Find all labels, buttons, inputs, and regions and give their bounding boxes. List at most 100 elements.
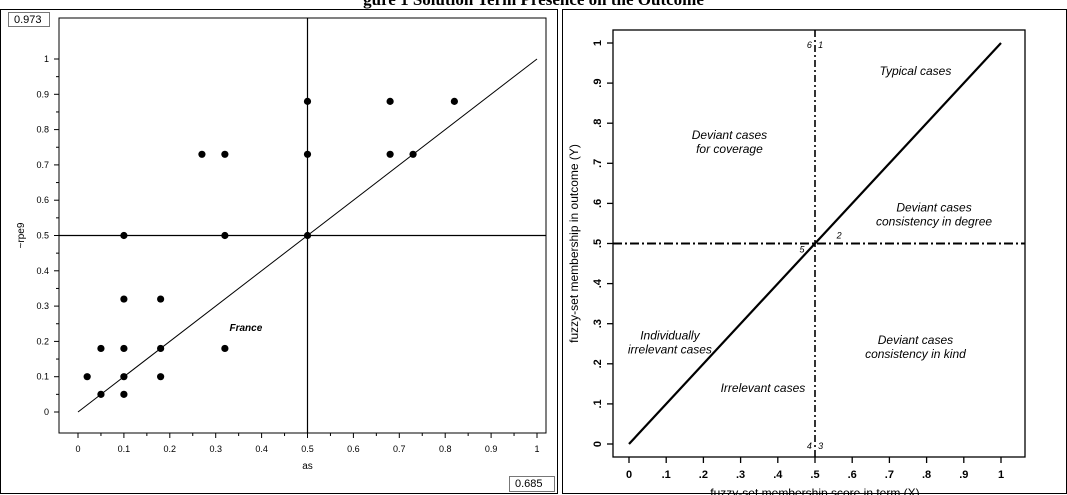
data-point <box>97 344 105 353</box>
zone-number: 2 <box>836 230 842 240</box>
x-tick-label: 0.9 <box>485 444 498 454</box>
scatter-plot: 0 0.1 0.2 0.3 0.4 0.5 0.6 0.7 0.8 0.9 1 0 0.1 0.2 0.3 0… <box>16 17 547 472</box>
y-tick-label: 0.1 <box>36 372 49 382</box>
x-tick-label: 0.6 <box>347 444 360 454</box>
x-tick-label: 0.5 <box>301 444 314 454</box>
y-tick-label: .9 <box>592 79 604 88</box>
data-point <box>386 97 394 105</box>
zone-number: 6 <box>807 40 812 50</box>
region-label: Individually irrelevant cases <box>628 329 712 357</box>
x-tick-label: 1 <box>534 444 539 454</box>
y-tick-label: 0.5 <box>36 231 49 241</box>
data-point <box>221 344 229 353</box>
x-tick-label: 0.8 <box>439 444 452 454</box>
zone-number: 3 <box>818 441 823 451</box>
zone-number: 5 <box>799 245 805 255</box>
y-tick-label: .5 <box>592 239 604 248</box>
data-point <box>450 97 458 105</box>
x-tick-label: .7 <box>885 469 894 481</box>
y-axis-title: ~rpe9 <box>16 222 27 248</box>
x-tick-label: 0 <box>75 444 80 454</box>
x-tick-label: .9 <box>959 469 968 481</box>
y-tick-label: 0.9 <box>36 89 49 99</box>
y-tick-label: .7 <box>592 159 604 168</box>
x-tick-label: 0.4 <box>255 444 268 454</box>
data-point <box>157 373 165 381</box>
quadrant-diagram: 0 .1 .2 .3 .4 .5 .6 .7 .8 .9 1 0 .1 .2 .3 .4 .5 .6 .7 .8 .9 1… <box>567 29 1026 495</box>
y-axis-title: fuzzy-set membership in outcome (Y) <box>567 144 581 343</box>
zone-number: 1 <box>818 40 823 50</box>
x-tick-label: 1 <box>998 469 1004 481</box>
x-tick-label: .6 <box>848 469 857 481</box>
top-value-box: 0.973 <box>8 12 50 27</box>
data-point <box>120 344 128 353</box>
region-label-line: consistency in degree <box>876 214 992 228</box>
y-tick-label: 1 <box>44 54 49 64</box>
x-tick-label: .1 <box>662 469 671 481</box>
data-point <box>97 390 105 398</box>
data-point <box>157 295 165 303</box>
region-label: Deviant cases consistency in kind <box>865 333 966 361</box>
x-tick-label: .8 <box>922 469 931 481</box>
quadrant-panel: 0 .1 .2 .3 .4 .5 .6 .7 .8 .9 1 0 .1 .2 .3 .4 .5 .6 .7 .8 .9 1… <box>562 9 1067 495</box>
x-tick-label: 0.3 <box>209 444 222 454</box>
diagonal-line <box>628 42 1002 445</box>
annotation-label: France <box>229 323 262 334</box>
y-tick-label: 0 <box>44 407 49 417</box>
region-label: Irrelevant cases <box>721 381 806 395</box>
y-tick-label: 0.8 <box>36 125 49 135</box>
data-point <box>157 344 165 353</box>
x-tick-label: 0.1 <box>118 444 131 454</box>
y-tick-label: .8 <box>592 119 604 128</box>
y-tick-label: .4 <box>592 278 604 288</box>
data-point <box>120 295 128 303</box>
data-point <box>83 373 91 381</box>
region-label-line: Deviant cases <box>692 128 767 142</box>
x-tick-label: .4 <box>773 469 783 481</box>
data-point <box>303 97 312 105</box>
data-point <box>303 231 312 240</box>
zone-number: 4 <box>807 441 812 451</box>
y-tick-label: .1 <box>592 399 604 408</box>
y-tick-label: 0.6 <box>36 195 49 205</box>
data-point <box>198 150 206 158</box>
plot-frame <box>58 17 547 434</box>
data-point <box>386 150 394 158</box>
region-label-line: for coverage <box>696 142 763 156</box>
region-label-line: irrelevant cases <box>628 343 712 357</box>
figure-title: gure 1 Solution Term Presence on the Out… <box>0 0 1067 9</box>
scatter-panel: 0.973 0 0.1 0.2 0.3 0.4 0.5 0.6 0.7 0.8 0.9 1 0 0.1 0… <box>0 9 558 494</box>
data-point <box>303 150 312 158</box>
region-label: Typical cases <box>880 64 952 78</box>
x-axis-title: as <box>302 461 313 472</box>
data-point <box>409 150 417 158</box>
bottom-value-box: 0.685 <box>509 476 555 492</box>
y-tick-label: .3 <box>592 319 604 328</box>
y-tick-label: .6 <box>592 199 604 208</box>
data-point <box>221 150 229 158</box>
y-tick-label: 0.2 <box>36 336 49 346</box>
region-label: Deviant cases consistency in degree <box>876 200 992 228</box>
region-label-line: Typical cases <box>880 64 952 78</box>
region-label-line: Deviant cases <box>896 200 971 214</box>
y-tick-label: 0.4 <box>36 266 49 276</box>
y-tick-label: .2 <box>592 359 604 368</box>
y-tick-label: 0 <box>592 441 604 447</box>
x-tick-label: 0 <box>626 469 632 481</box>
data-point <box>120 231 128 240</box>
y-tick-label: 0.7 <box>36 160 49 170</box>
region-label-line: Individually <box>640 329 700 343</box>
region-label-line: Irrelevant cases <box>721 381 806 395</box>
x-tick-label: 0.7 <box>393 444 406 454</box>
data-point <box>120 373 128 381</box>
x-tick-label: .2 <box>699 469 708 481</box>
x-tick-label: .5 <box>810 469 819 481</box>
data-point <box>120 390 128 398</box>
x-axis-title: fuzzy-set membership score in term (X) <box>710 486 919 495</box>
region-label-line: Deviant cases <box>878 333 953 347</box>
x-tick-label: 0.2 <box>164 444 177 454</box>
region-label-line: consistency in kind <box>865 347 966 361</box>
y-tick-label: 0.3 <box>36 301 49 311</box>
region-label: Deviant cases for coverage <box>692 128 767 156</box>
x-tick-label: .3 <box>736 469 745 481</box>
